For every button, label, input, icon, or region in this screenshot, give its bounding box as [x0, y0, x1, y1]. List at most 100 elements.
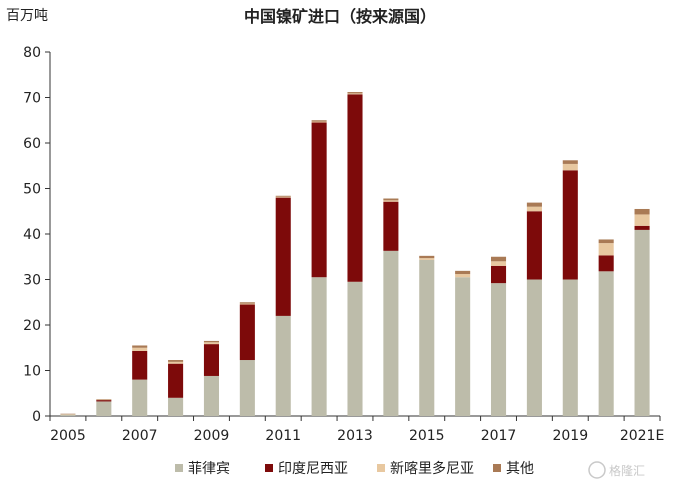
bar-segment-2013-s0: [347, 281, 363, 416]
legend-label-0: 菲律宾: [188, 461, 230, 477]
bar-segment-2013-s2: [347, 93, 363, 95]
y-tick-label: 80: [23, 45, 41, 61]
bar-segment-2008-s0: [168, 397, 184, 416]
y-axis-ticks: 0 10 20 30 40 50 60 70 80: [23, 45, 50, 425]
bar-segment-2006-s1: [96, 400, 112, 402]
x-tick-label-2011: 2011: [265, 428, 301, 444]
bar-segment-2018-s3: [526, 202, 542, 207]
bar-segment-2013-s1: [347, 94, 363, 282]
bar-segment-2014-s1: [383, 201, 399, 251]
bar-segment-2017-s3: [490, 256, 507, 262]
y-tick-label: 30: [23, 273, 41, 289]
bar-segment-2019-s3: [562, 160, 578, 164]
legend: 菲律宾 印度尼西亚 新喀里多尼亚 其他: [175, 460, 534, 477]
watermark-logo-icon: [588, 461, 606, 479]
bar-segment-2012-s2: [311, 121, 327, 123]
bar-segment-2016-s2: [455, 274, 471, 278]
bar-segment-2015-s2: [419, 258, 435, 260]
y-tick-label: 40: [23, 227, 41, 243]
bar-segment-2018-s0: [526, 279, 542, 416]
bar-segment-2017-s2: [490, 261, 507, 266]
bar-segment-2005-s2: [60, 414, 76, 415]
bar-segment-2011-s1: [275, 197, 291, 316]
y-tick-label: 50: [23, 182, 41, 198]
x-tick-label-2009: 2009: [194, 428, 230, 444]
bar-segment-2006-s3: [96, 399, 112, 400]
bar-segment-2021E-s3: [634, 208, 650, 215]
bar-segment-2018-s2: [526, 206, 542, 212]
bar-segment-2021E-s2: [634, 214, 650, 226]
bar-segment-2009-s1: [203, 344, 220, 376]
bar-segment-2014-s0: [383, 250, 399, 416]
x-tick-label-2007: 2007: [122, 428, 158, 444]
bar-segment-2020-s0: [598, 271, 614, 416]
bar-segment-2012-s3: [311, 120, 327, 122]
bar-segment-2007-s0: [132, 379, 148, 416]
bar-segment-2008-s2: [168, 361, 184, 364]
x-tick-label-2017: 2017: [481, 428, 517, 444]
x-tick-label-2019: 2019: [552, 428, 588, 444]
bar-segment-2005-s0: [60, 414, 76, 416]
chart-title: 中国镍矿进口（按来源国）: [244, 7, 436, 26]
y-tick-label: 20: [23, 318, 41, 334]
bar-segment-2009-s3: [203, 340, 220, 343]
x-tick-label-2013: 2013: [337, 428, 373, 444]
watermark-text: 格隆汇: [609, 463, 645, 478]
x-tick-label-2021E: 2021E: [620, 428, 664, 444]
bar-segment-2016-s3: [455, 270, 471, 275]
bar-segment-2009-s2: [203, 342, 220, 345]
bar-segment-2006-s0: [96, 401, 112, 416]
bar-segment-2012-s1: [311, 122, 327, 278]
legend-swatch-2: [377, 464, 385, 472]
bar-segment-2010-s1: [239, 304, 255, 361]
watermark: 格隆汇: [588, 461, 645, 479]
bar-segment-2019-s2: [562, 163, 578, 171]
bar-segment-2011-s2: [275, 196, 291, 198]
bars: [60, 92, 650, 416]
bar-segment-2007-s2: [132, 347, 148, 351]
bar-segment-2017-s0: [490, 283, 507, 416]
bar-segment-2016-s0: [455, 277, 471, 416]
bar-segment-2021E-s1: [634, 225, 650, 230]
bar-segment-2010-s0: [239, 360, 255, 416]
bar-segment-2011-s3: [275, 195, 291, 197]
x-axis-ticks: 2005 2007 2009 2011 2013 2015 2017 2019 2021E: [49, 416, 664, 444]
legend-label-2: 新喀里多尼亚: [390, 460, 474, 477]
y-tick-label: 70: [23, 91, 41, 107]
legend-swatch-3: [493, 464, 501, 472]
bar-segment-2008-s3: [168, 360, 184, 362]
bar-segment-2010-s2: [239, 303, 255, 305]
bar-segment-2010-s3: [239, 302, 255, 304]
bar-segment-2019-s1: [562, 170, 578, 280]
bar-segment-2005-s3: [60, 413, 76, 415]
bar-segment-2017-s1: [490, 265, 507, 284]
y-unit-label: 百万吨: [6, 8, 48, 24]
y-tick-label: 10: [23, 364, 41, 380]
bar-segment-2015-s3: [419, 255, 435, 259]
y-tick-label: 0: [32, 409, 41, 425]
bar-segment-2015-s0: [419, 259, 435, 416]
bar-segment-2007-s3: [132, 345, 148, 348]
bar-segment-2009-s0: [203, 375, 220, 416]
bar-segment-2020-s2: [598, 243, 614, 256]
legend-swatch-1: [265, 464, 273, 472]
bar-segment-2008-s1: [168, 363, 184, 398]
bar-segment-2014-s2: [383, 200, 399, 202]
legend-swatch-0: [175, 464, 183, 472]
bar-segment-2012-s0: [311, 277, 327, 416]
bar-segment-2020-s3: [598, 239, 614, 244]
bar-segment-2013-s3: [347, 92, 363, 94]
legend-label-3: 其他: [506, 461, 534, 477]
legend-label-1: 印度尼西亚: [278, 461, 348, 477]
bar-segment-2011-s0: [275, 315, 291, 416]
bar-segment-2020-s1: [598, 255, 614, 272]
bar-segment-2021E-s0: [634, 229, 650, 416]
bar-segment-2018-s1: [526, 211, 542, 280]
bar-segment-2014-s3: [383, 198, 399, 201]
y-tick-label: 60: [23, 136, 41, 152]
x-tick-label-2015: 2015: [409, 428, 445, 444]
x-tick-label-2005: 2005: [50, 428, 86, 444]
bar-segment-2019-s0: [562, 279, 578, 416]
bar-segment-2007-s1: [132, 350, 148, 380]
